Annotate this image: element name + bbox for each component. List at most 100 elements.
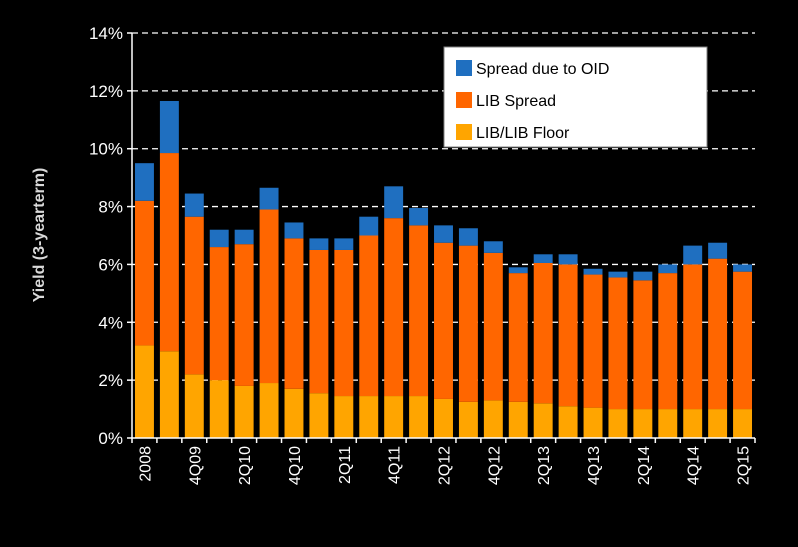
bar-segment (708, 258, 728, 410)
y-tick-label: 0% (98, 429, 123, 448)
bar-segment (434, 398, 453, 438)
bar-segment (608, 277, 628, 410)
bar-segment (733, 264, 753, 272)
y-tick-label: 4% (98, 313, 123, 332)
x-tick-label: 2008 (137, 446, 154, 482)
bar-segment (134, 200, 154, 346)
bar-segment (384, 218, 404, 397)
bar-segment (209, 380, 229, 438)
bar-segment (434, 225, 453, 243)
bar-segment (683, 264, 703, 410)
bar-segment (658, 273, 678, 410)
bar-segment (533, 262, 553, 404)
bar-segment (234, 229, 254, 245)
legend-swatch (456, 60, 472, 76)
bar-segment (733, 409, 753, 438)
x-tick-label: 2Q11 (337, 446, 354, 484)
bar-segment (458, 401, 478, 438)
bar-segment (733, 271, 753, 410)
bar-segment (608, 271, 628, 278)
bar-segment (184, 216, 204, 375)
legend-swatch (456, 124, 472, 140)
bar-segment (409, 396, 429, 438)
bar-segment (583, 268, 603, 275)
x-tick-label: 2Q10 (237, 446, 254, 485)
y-tick-label: 2% (98, 371, 123, 390)
bar-segment (359, 396, 379, 438)
bar-segment (583, 274, 603, 408)
bar-segment (409, 208, 429, 226)
bar-segment (234, 385, 254, 438)
bar-segment (658, 264, 678, 274)
bar-segment (483, 400, 503, 438)
bar-segment (134, 163, 154, 201)
bar-segment (458, 228, 478, 246)
axes (131, 33, 755, 439)
legend-label: LIB/LIB Floor (476, 125, 570, 142)
bar-segment (558, 406, 578, 438)
bar-segment (159, 153, 179, 352)
bar-segment (533, 403, 553, 438)
bar-segment (558, 254, 578, 265)
x-tick-label: 2Q15 (736, 446, 753, 485)
bar-segment (384, 396, 404, 438)
bar-segment (259, 383, 279, 438)
bar-segment (334, 238, 354, 250)
y-tick-label: 10% (89, 140, 123, 159)
x-tick-label: 4Q13 (586, 446, 603, 485)
x-tick-label: 4Q09 (187, 446, 204, 485)
x-tick-label: 2Q12 (437, 446, 454, 485)
legend: Spread due to OID LIB Spread LIB/LIB Floor (443, 46, 708, 148)
bar-segment (658, 409, 678, 438)
bar-segment (583, 407, 603, 438)
y-tick-label: 8% (98, 198, 123, 217)
bar-segment (359, 235, 379, 397)
bar-segment (708, 242, 728, 259)
bar-segment (334, 249, 354, 397)
bar-segment (633, 409, 653, 438)
bar-segment (434, 242, 453, 399)
legend-swatch (456, 92, 472, 108)
x-ticks: 2008 4Q09 2Q10 4Q10 2Q11 4Q11 2Q12 4Q12 2Q13 4Q13… (131, 438, 756, 485)
bar-segment (209, 229, 229, 248)
legend-box (443, 46, 708, 148)
y-axis-title: Yield (3-yearterm) (31, 168, 48, 303)
y-tick-label: 14% (89, 24, 123, 43)
bar-segment (259, 209, 279, 384)
bar-segment (284, 238, 304, 389)
bar-segment (134, 345, 154, 438)
legend-label: LIB Spread (476, 93, 556, 110)
x-tick-label: 2Q14 (636, 446, 653, 485)
bar-segment (209, 247, 229, 381)
bar-segment (234, 244, 254, 386)
bar-segment (159, 100, 179, 154)
bar-segment (259, 187, 279, 210)
bar-segment (184, 193, 204, 217)
bar-segment (683, 409, 703, 438)
bar-segment (508, 401, 528, 438)
bar-segment (284, 222, 304, 239)
x-tick-label: 4Q12 (486, 446, 503, 485)
bar-segment (409, 225, 429, 397)
bar-segment (508, 273, 528, 402)
bar-segment (284, 388, 304, 438)
y-tick-label: 12% (89, 82, 123, 101)
bar-segment (309, 393, 329, 438)
bar-segment (384, 186, 404, 219)
x-tick-label: 2Q13 (536, 446, 553, 485)
x-tick-label: 4Q14 (686, 446, 703, 485)
bar-segment (159, 351, 179, 438)
bars (134, 100, 753, 438)
bar-segment (608, 409, 628, 438)
x-tick-label: 4Q11 (387, 446, 404, 484)
legend-label: Spread due to OID (476, 61, 609, 78)
bar-segment (633, 271, 653, 281)
bar-segment (483, 252, 503, 401)
bar-segment (508, 267, 528, 274)
bar-segment (683, 245, 703, 265)
bar-segment (309, 238, 329, 250)
y-tick-label: 6% (98, 255, 123, 274)
bar-segment (708, 409, 728, 438)
bar-segment (483, 241, 503, 253)
